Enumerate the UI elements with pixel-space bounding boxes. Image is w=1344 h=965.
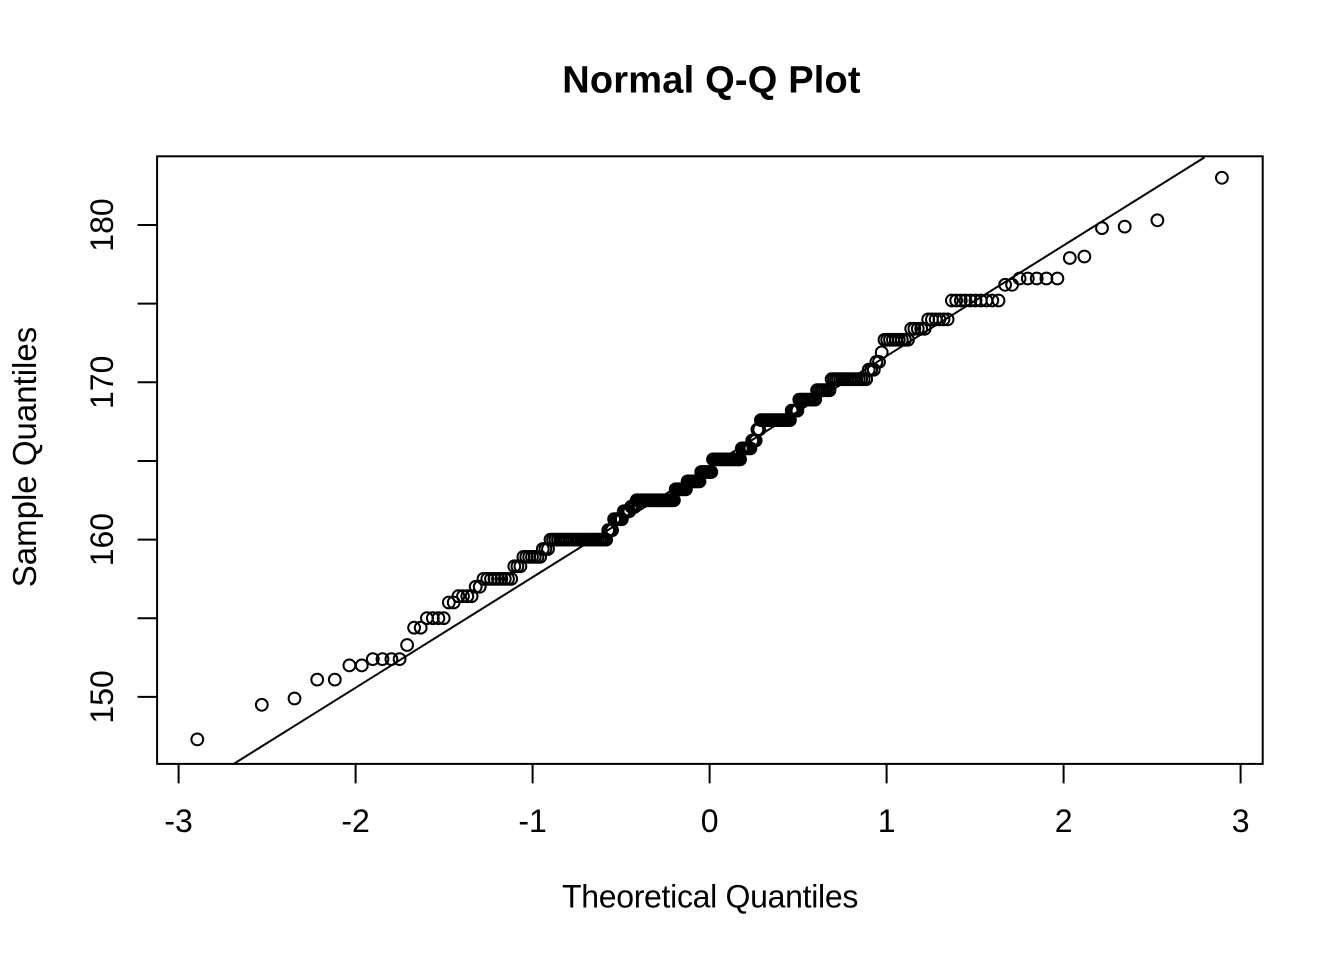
svg-text:170: 170 bbox=[84, 356, 120, 409]
svg-text:3: 3 bbox=[1232, 803, 1250, 839]
svg-text:Sample Quantiles: Sample Quantiles bbox=[6, 327, 43, 587]
svg-text:Theoretical Quantiles: Theoretical Quantiles bbox=[562, 879, 858, 915]
svg-text:1: 1 bbox=[878, 803, 896, 839]
svg-text:160: 160 bbox=[84, 513, 120, 566]
svg-text:0: 0 bbox=[701, 803, 719, 839]
svg-text:2: 2 bbox=[1055, 803, 1073, 839]
svg-text:-3: -3 bbox=[164, 803, 192, 839]
svg-text:-1: -1 bbox=[518, 803, 546, 839]
svg-text:Normal Q-Q Plot: Normal Q-Q Plot bbox=[562, 60, 861, 102]
svg-text:150: 150 bbox=[84, 670, 120, 723]
svg-text:180: 180 bbox=[84, 198, 120, 251]
svg-text:-2: -2 bbox=[341, 803, 369, 839]
